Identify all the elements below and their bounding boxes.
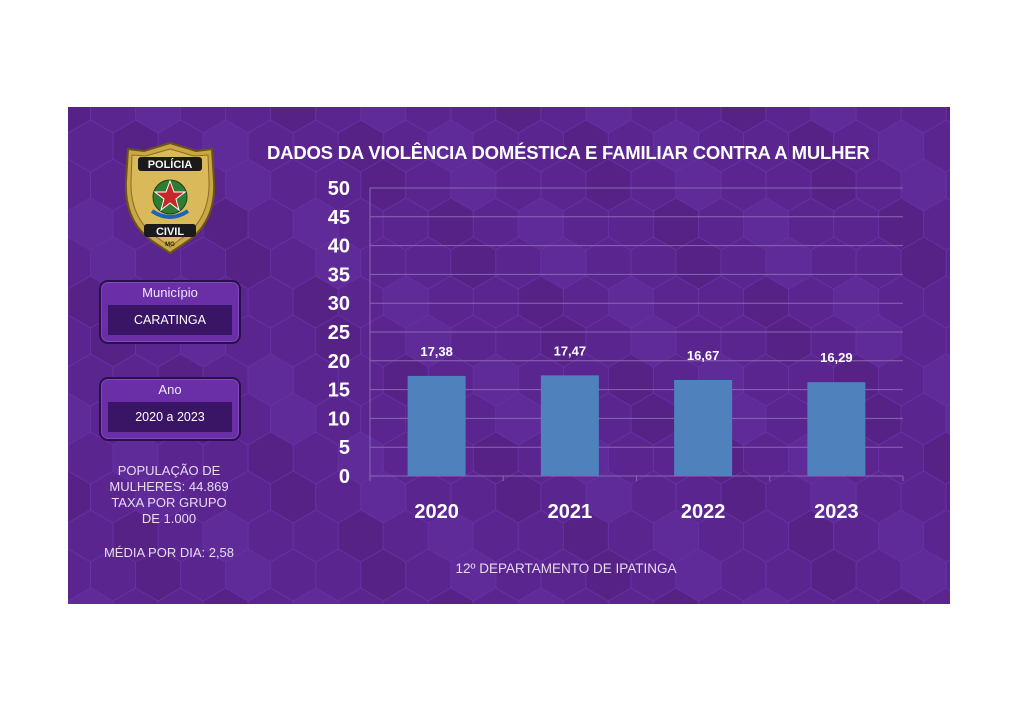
x-category-label: 2020	[414, 501, 459, 523]
x-category-label: 2022	[681, 501, 726, 523]
y-tick-label: 15	[328, 380, 350, 402]
bar-value-label: 17,38	[420, 344, 453, 359]
bar-value-label: 16,67	[687, 348, 720, 363]
svg-text:MG: MG	[165, 242, 175, 248]
ano-value[interactable]: 2020 a 2023	[108, 402, 232, 432]
y-tick-label: 10	[328, 408, 350, 430]
y-tick-label: 40	[328, 236, 350, 258]
population-info: POPULAÇÃO DE MULHERES: 44.869 TAXA POR G…	[109, 463, 229, 526]
y-tick-label: 35	[328, 264, 350, 286]
bar-2020	[407, 375, 466, 476]
department-footer: 12º DEPARTAMENTO DE IPATINGA	[455, 561, 677, 576]
y-tick-label: 30	[328, 293, 350, 315]
y-tick-label: 50	[328, 178, 350, 200]
bar-value-label: 16,29	[820, 350, 853, 365]
bar-chart: 0 5 10 15 20 25 30 35 40 45 50 17,38 2020 17,47 2021 16…	[328, 178, 904, 523]
bar-2021	[540, 375, 599, 476]
bar-2022	[674, 379, 733, 476]
y-tick-label: 0	[339, 466, 350, 488]
dashboard-panel: POLÍCIA CIVIL MG Município CARATINGA Ano…	[68, 107, 950, 604]
y-tick-label: 5	[339, 437, 350, 459]
y-tick-label: 45	[328, 207, 350, 229]
municipio-value[interactable]: CARATINGA	[108, 305, 232, 335]
hexagon-background	[68, 107, 950, 604]
bar-value-label: 17,47	[554, 343, 587, 358]
policia-civil-badge-icon: POLÍCIA CIVIL MG	[124, 141, 216, 255]
svg-text:POLÍCIA: POLÍCIA	[148, 158, 193, 171]
svg-text:CIVIL: CIVIL	[156, 226, 184, 238]
x-category-label: 2023	[814, 501, 859, 523]
daily-average: MÉDIA POR DIA: 2,58	[103, 545, 235, 560]
y-tick-label: 25	[328, 322, 350, 344]
municipio-filter[interactable]: Município CARATINGA	[99, 280, 241, 344]
x-category-label: 2021	[548, 501, 593, 523]
chart-title: DADOS DA VIOLÊNCIA DOMÉSTICA E FAMILIAR …	[267, 142, 870, 163]
municipio-label: Município	[142, 285, 198, 300]
ano-label: Ano	[158, 382, 182, 397]
ano-filter[interactable]: Ano 2020 a 2023	[99, 377, 241, 441]
y-tick-label: 20	[328, 351, 350, 373]
bar-2023	[807, 382, 866, 476]
